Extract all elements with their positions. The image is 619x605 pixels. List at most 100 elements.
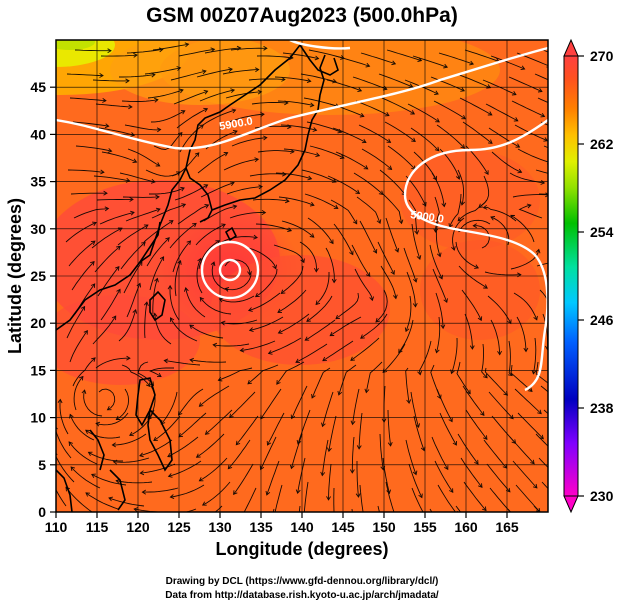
streamline-arrow (365, 62, 371, 68)
x-tick-label: 150 (372, 519, 396, 535)
streamline (462, 385, 485, 416)
streamline-arrow (321, 422, 326, 428)
streamline-arrow (215, 240, 221, 245)
streamline (334, 55, 370, 67)
streamline (359, 484, 364, 512)
streamline (169, 285, 180, 321)
streamline (92, 79, 130, 82)
streamline-arrow (155, 162, 161, 167)
streamline-arrow (472, 223, 477, 229)
streamline (147, 385, 156, 420)
streamline (119, 172, 155, 183)
streamline-arrow (111, 442, 117, 448)
streamline (139, 439, 173, 457)
y-tick-label: 0 (38, 504, 46, 520)
streamline (304, 193, 339, 209)
streamline-arrow (260, 111, 265, 117)
streamline (329, 103, 364, 117)
streamline (160, 391, 178, 425)
streamline (100, 289, 121, 321)
streamline-arrow (444, 465, 449, 471)
x-tick-label: 160 (454, 519, 478, 535)
streamline (407, 103, 440, 123)
streamline (355, 100, 390, 117)
streamline-arrow (156, 127, 162, 133)
streamline-arrow (337, 390, 343, 396)
streamline (91, 227, 123, 249)
streamline (83, 390, 103, 417)
streamline (122, 196, 160, 198)
streamline (223, 158, 259, 171)
streamline (228, 113, 265, 123)
credit-data: Data from http://database.rish.kyoto-u.a… (165, 590, 439, 601)
streamline-arrow (551, 319, 555, 323)
streamline (328, 463, 332, 500)
streamline-arrow (220, 320, 226, 326)
streamline (304, 319, 336, 341)
streamline (251, 102, 288, 105)
map-title: GSM 00Z07Aug2023 (500.0hPa) (146, 4, 458, 27)
streamline (153, 415, 181, 441)
streamline (490, 319, 501, 355)
streamline-arrow (154, 277, 159, 283)
streamline-arrow (417, 57, 423, 62)
streamline-arrow (517, 168, 523, 174)
streamline-arrow (532, 483, 538, 489)
streamline (126, 48, 163, 54)
streamline (219, 295, 255, 303)
streamline (435, 220, 441, 257)
streamline (196, 68, 233, 78)
streamline-arrow (557, 278, 561, 282)
streamline (170, 317, 198, 342)
streamline-arrow (528, 532, 532, 536)
streamline (465, 409, 488, 440)
streamline-arrow (545, 192, 548, 198)
streamline (257, 150, 294, 153)
x-tick-label: 140 (290, 519, 314, 535)
streamline-arrow (141, 241, 146, 247)
streamline-arrow (259, 465, 265, 471)
streamline (413, 415, 425, 451)
streamline-arrow (157, 372, 162, 378)
streamline-arrow (132, 308, 138, 314)
streamline (452, 217, 465, 251)
colorbar-gradient (563, 55, 579, 497)
streamline-arrow (372, 248, 378, 254)
streamline-arrow (487, 111, 493, 116)
streamline (481, 343, 488, 379)
streamline-arrow (232, 129, 238, 135)
streamline (517, 148, 548, 163)
streamline (535, 361, 548, 384)
streamline-arrow (158, 47, 164, 53)
streamline (214, 505, 223, 512)
streamline-arrow (455, 175, 461, 180)
streamline (108, 497, 145, 507)
streamline-arrow (418, 493, 423, 499)
streamline (235, 415, 259, 445)
streamline (532, 337, 537, 374)
streamline (353, 172, 384, 195)
streamline-arrow (126, 355, 131, 361)
streamline-arrow (398, 219, 404, 225)
y-tick-label: 15 (30, 362, 46, 378)
streamline-arrow (181, 203, 187, 208)
streamline (225, 91, 262, 99)
streamline-arrow (359, 112, 365, 118)
streamline-arrow (203, 107, 209, 113)
streamline-arrow (352, 219, 358, 225)
streamline (168, 460, 202, 477)
streamline-arrow (276, 380, 281, 385)
streamline (432, 268, 448, 303)
streamline-arrow (502, 535, 506, 539)
y-tick-label: 30 (30, 221, 46, 237)
streamline-arrow (227, 464, 233, 470)
streamline (70, 466, 101, 489)
streamline-arrow (239, 347, 245, 353)
streamline-arrow (357, 87, 363, 93)
streamline (113, 457, 150, 463)
streamline-arrow (169, 494, 175, 500)
streamline (178, 48, 215, 57)
streamline-arrow (447, 535, 451, 539)
streamline (266, 460, 280, 496)
streamline (98, 388, 116, 411)
